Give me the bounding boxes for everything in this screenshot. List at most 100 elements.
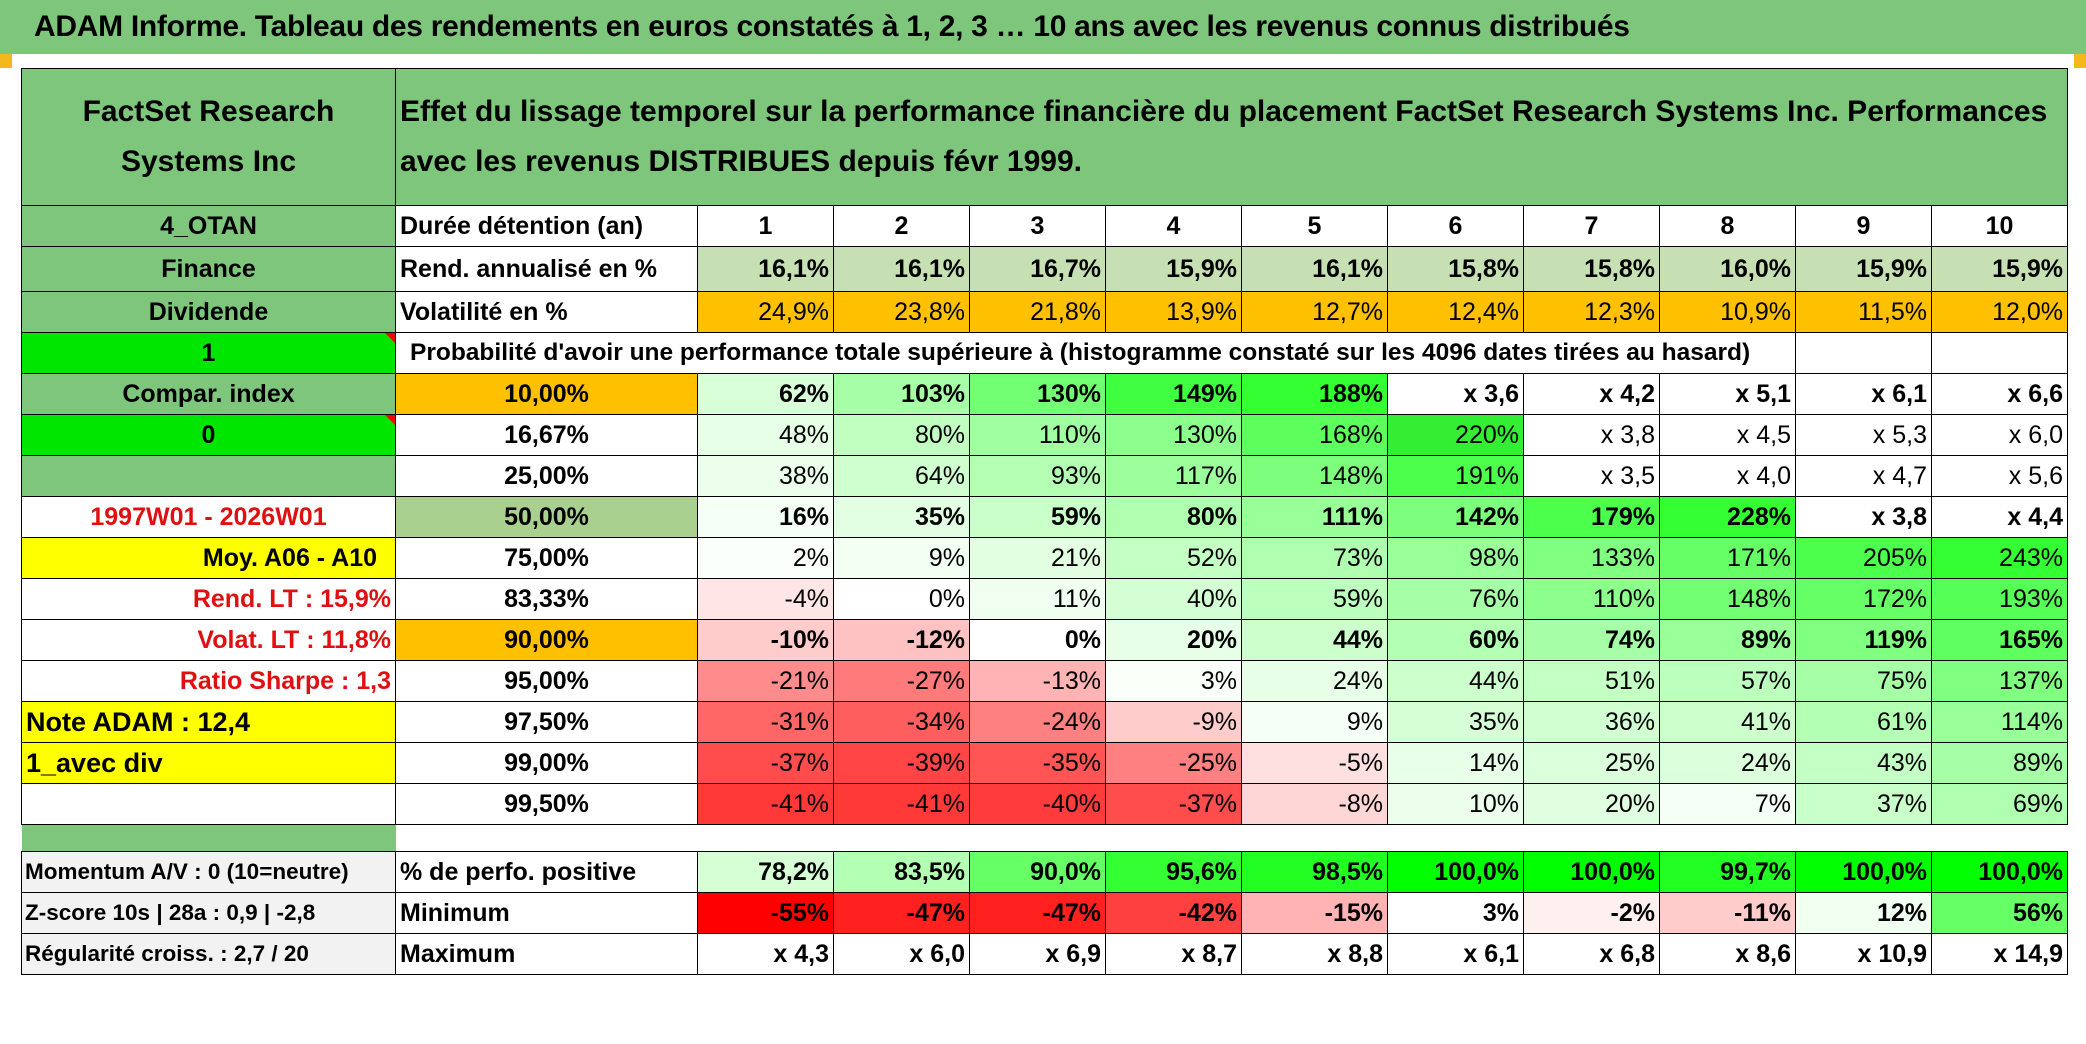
performance-cell: 98% xyxy=(1387,537,1524,579)
probability-threshold: 99,00% xyxy=(395,742,698,784)
performance-cell: 205% xyxy=(1795,537,1932,579)
positive-share-cell: 99,7% xyxy=(1659,851,1796,893)
performance-cell: 48% xyxy=(697,414,834,456)
performance-cell: -25% xyxy=(1105,742,1242,784)
performance-cell: 73% xyxy=(1241,537,1388,579)
sharpe-ratio: Ratio Sharpe : 1,3 xyxy=(21,660,396,702)
performance-cell: -8% xyxy=(1241,783,1388,825)
performance-cell: 114% xyxy=(1931,701,2068,743)
positive-share-cell: 90,0% xyxy=(969,851,1106,893)
performance-cell: x 4,4 xyxy=(1931,496,2068,538)
probability-threshold: 16,67% xyxy=(395,414,698,456)
performance-cell: 117% xyxy=(1105,455,1242,497)
performance-cell: 89% xyxy=(1659,619,1796,661)
annual-return-cell: 16,1% xyxy=(697,246,834,292)
performance-cell: 21% xyxy=(969,537,1106,579)
performance-cell: 52% xyxy=(1105,537,1242,579)
table-row: 0 16,67% 48% 80% 110% 130% 168% 220% x 3,8 x 4,5 x… xyxy=(21,414,2068,456)
title-bar: ADAM Informe. Tableau des rendements en … xyxy=(0,0,2086,54)
table-row: 4_OTAN Durée détention (an) 1 2 3 4 5 6 7 8 9 10 xyxy=(21,205,2068,247)
year-header: 2 xyxy=(833,205,970,247)
sector-label: Finance xyxy=(21,246,396,292)
performance-cell: 130% xyxy=(1105,414,1242,456)
performance-cell: 75% xyxy=(1795,660,1932,702)
annual-return-cell: 16,0% xyxy=(1659,246,1796,292)
performance-cell: 25% xyxy=(1523,742,1660,784)
long-term-volatility: Volat. LT : 11,8% xyxy=(21,619,396,661)
maximum-cell: x 8,7 xyxy=(1105,933,1242,975)
performance-cell: 14% xyxy=(1387,742,1524,784)
table-row: Ratio Sharpe : 1,3 95,00% -21% -27% -13% 3% 24… xyxy=(21,660,2068,702)
year-header: 1 xyxy=(697,205,834,247)
return-label: Rend. annualisé en % xyxy=(395,246,698,292)
performance-cell: 172% xyxy=(1795,578,1932,620)
year-header: 5 xyxy=(1241,205,1388,247)
performance-cell: 179% xyxy=(1523,496,1660,538)
maximum-cell: x 14,9 xyxy=(1931,933,2068,975)
performance-cell: -39% xyxy=(833,742,970,784)
positive-share-cell: 100,0% xyxy=(1795,851,1932,893)
performance-cell: -9% xyxy=(1105,701,1242,743)
maximum-cell: x 6,1 xyxy=(1387,933,1524,975)
dividend-mode: 1_avec div xyxy=(21,742,396,784)
performance-cell: 165% xyxy=(1931,619,2068,661)
performance-cell: 103% xyxy=(833,373,970,415)
performance-cell: -31% xyxy=(697,701,834,743)
performance-cell: 11% xyxy=(969,578,1106,620)
metric-label: Maximum xyxy=(395,933,698,975)
empty-side-cell xyxy=(21,783,396,825)
side-metric: Momentum A/V : 0 (10=neutre) xyxy=(21,851,396,893)
performance-cell: 80% xyxy=(833,414,970,456)
performance-cell: 2% xyxy=(697,537,834,579)
probability-threshold: 95,00% xyxy=(395,660,698,702)
table-row: 1_avec div 99,00% -37% -39% -35% -25% -5% 14% 25… xyxy=(21,742,2068,784)
maximum-cell: x 4,3 xyxy=(697,933,834,975)
spacer-cell xyxy=(396,825,2068,852)
volatility-cell: 11,5% xyxy=(1795,291,1932,333)
performance-cell: x 5,3 xyxy=(1795,414,1932,456)
performance-cell: 40% xyxy=(1105,578,1242,620)
performance-cell: 38% xyxy=(697,455,834,497)
year-header: 9 xyxy=(1795,205,1932,247)
performance-cell: x 6,1 xyxy=(1795,373,1932,415)
metric-label: Minimum xyxy=(395,892,698,934)
performance-cell: 64% xyxy=(833,455,970,497)
volatility-cell: 12,3% xyxy=(1523,291,1660,333)
positive-share-cell: 100,0% xyxy=(1931,851,2068,893)
report-title: ADAM Informe. Tableau des rendements en … xyxy=(34,10,1630,43)
table-row: Finance Rend. annualisé en % 16,1% 16,1% 16,… xyxy=(21,246,2068,292)
performance-cell: 228% xyxy=(1659,496,1796,538)
probability-threshold: 90,00% xyxy=(395,619,698,661)
performance-cell: 69% xyxy=(1931,783,2068,825)
year-header: 7 xyxy=(1523,205,1660,247)
performance-cell: 171% xyxy=(1659,537,1796,579)
empty-cell xyxy=(1795,332,1932,374)
probability-threshold: 97,50% xyxy=(395,701,698,743)
performance-cell: x 6,0 xyxy=(1931,414,2068,456)
volatility-cell: 23,8% xyxy=(833,291,970,333)
performance-cell: -41% xyxy=(697,783,834,825)
annual-return-cell: 15,8% xyxy=(1523,246,1660,292)
minimum-cell: 3% xyxy=(1387,892,1524,934)
performance-cell: 44% xyxy=(1387,660,1524,702)
performance-cell: x 3,8 xyxy=(1795,496,1932,538)
performance-cell: 60% xyxy=(1387,619,1524,661)
performance-cell: 35% xyxy=(1387,701,1524,743)
performance-cell: 44% xyxy=(1241,619,1388,661)
metric-label: % de perfo. positive xyxy=(395,851,698,893)
volatility-cell: 12,7% xyxy=(1241,291,1388,333)
annual-return-cell: 15,8% xyxy=(1387,246,1524,292)
table-row: Compar. index 10,00% 62% 103% 130% 149% 188% x … xyxy=(21,373,2068,415)
fund-code: 4_OTAN xyxy=(21,205,396,247)
volatility-cell: 10,9% xyxy=(1659,291,1796,333)
annual-return-cell: 15,9% xyxy=(1105,246,1242,292)
table-row: 99,50% -41% -41% -40% -37% -8% 10% 20% 7% 37% 69% xyxy=(21,783,2068,825)
probability-threshold: 10,00% xyxy=(395,373,698,415)
dividend-label: Dividende xyxy=(21,291,396,333)
probability-threshold: 75,00% xyxy=(395,537,698,579)
probability-threshold: 50,00% xyxy=(395,496,698,538)
header-description: Effet du lissage temporel sur la perform… xyxy=(395,68,2068,206)
empty-side-cell xyxy=(21,455,396,497)
minimum-cell: -47% xyxy=(833,892,970,934)
maximum-cell: x 6,9 xyxy=(969,933,1106,975)
